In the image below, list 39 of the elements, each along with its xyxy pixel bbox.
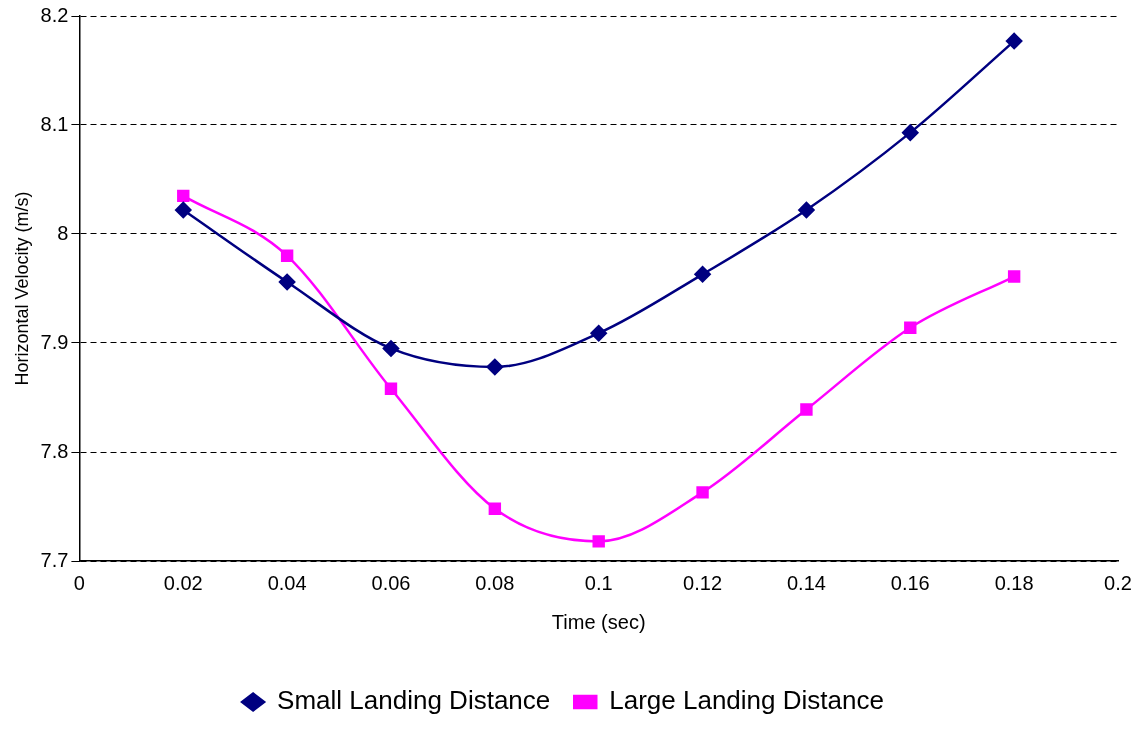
x-tick-label: 0.2 (1104, 571, 1132, 594)
x-tick-label: 0.18 (994, 571, 1034, 594)
legend-label: Large Landing Distance (609, 685, 884, 716)
point (800, 403, 813, 416)
x-tick-label: 0.16 (890, 571, 930, 594)
point (590, 324, 607, 342)
point (798, 201, 815, 219)
point (696, 486, 709, 499)
y-tick-label: 8 (57, 221, 69, 244)
x-tick-label: 0.08 (475, 571, 515, 594)
y-axis-title: Horizontal Velocity (m/s) (11, 191, 32, 386)
point (278, 273, 296, 291)
point (694, 266, 711, 283)
point (1007, 270, 1021, 283)
x-tick-label: 0.1 (584, 571, 613, 594)
y-tick-label: 7.7 (40, 548, 69, 571)
y-tick-label: 8.2 (40, 3, 69, 26)
y-tick-label: 8.1 (40, 112, 69, 135)
x-tick-label: 0.06 (371, 571, 411, 594)
y-tick-label: 7.8 (40, 439, 69, 462)
point (1005, 32, 1023, 50)
point (904, 321, 917, 334)
point (488, 502, 502, 515)
legend-label: Small Landing Distance (277, 685, 551, 716)
point (177, 189, 190, 203)
point (592, 535, 605, 548)
x-tick-label: 0.12 (683, 571, 723, 594)
point (280, 249, 294, 262)
x-tick-label: 0.14 (786, 571, 826, 594)
point (382, 340, 400, 357)
point (384, 382, 398, 395)
point (175, 201, 192, 219)
x-axis-title: Time (sec) (551, 610, 646, 633)
x-tick-label: 0 (73, 571, 85, 594)
point (902, 124, 919, 141)
y-tick-label: 7.9 (40, 330, 69, 353)
point (486, 358, 504, 376)
x-tick-label: 0.02 (163, 571, 203, 594)
x-tick-label: 0.04 (267, 571, 307, 594)
